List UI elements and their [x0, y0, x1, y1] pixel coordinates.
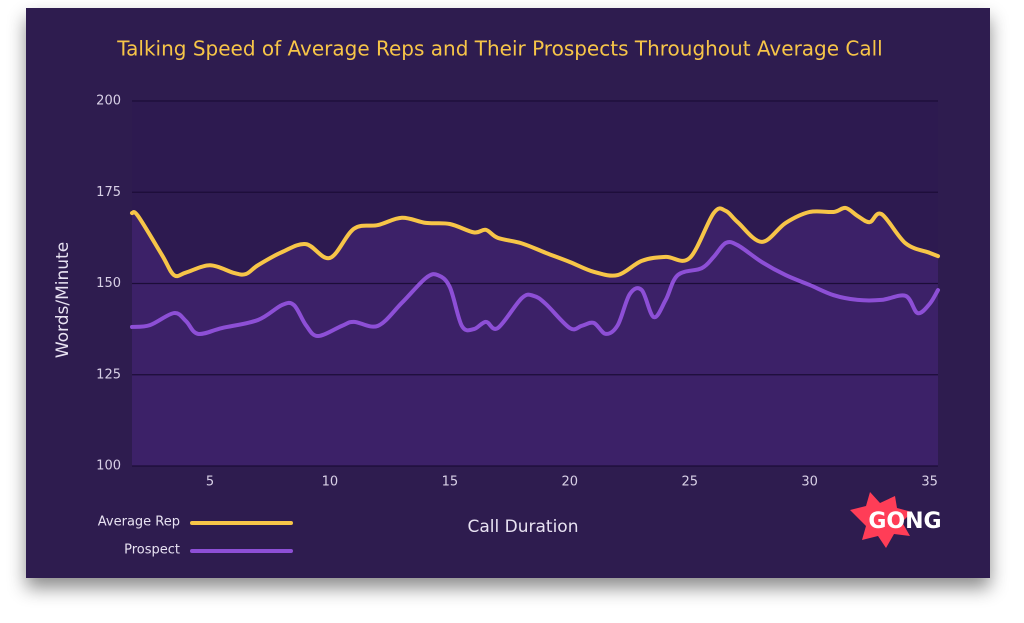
- y-axis-label: Words/Minute: [53, 242, 73, 358]
- chart-title: Talking Speed of Average Reps and Their …: [116, 37, 883, 61]
- x-tick-label: 30: [801, 475, 818, 490]
- y-tick-label: 150: [96, 276, 121, 291]
- rep-area: [132, 207, 938, 467]
- legend-label: Average Rep: [98, 515, 180, 530]
- x-tick-label: 20: [562, 475, 579, 490]
- y-tick-label: 125: [96, 367, 121, 382]
- legend-label: Prospect: [124, 543, 180, 558]
- logo: GONG: [868, 509, 941, 534]
- y-tick-label: 100: [96, 459, 121, 474]
- x-tick-label: 10: [322, 475, 339, 490]
- logo-burst: [850, 492, 912, 548]
- series-line: [130, 239, 940, 339]
- x-tick-label: 5: [206, 475, 214, 490]
- x-tick-label: 15: [442, 475, 459, 490]
- y-tick-label: 200: [96, 94, 121, 109]
- x-tick-label: 35: [921, 475, 938, 490]
- series-line: [130, 205, 940, 279]
- x-tick-label: 25: [681, 475, 698, 490]
- y-tick-label: 175: [96, 185, 121, 200]
- x-axis-label: Call Duration: [468, 517, 579, 537]
